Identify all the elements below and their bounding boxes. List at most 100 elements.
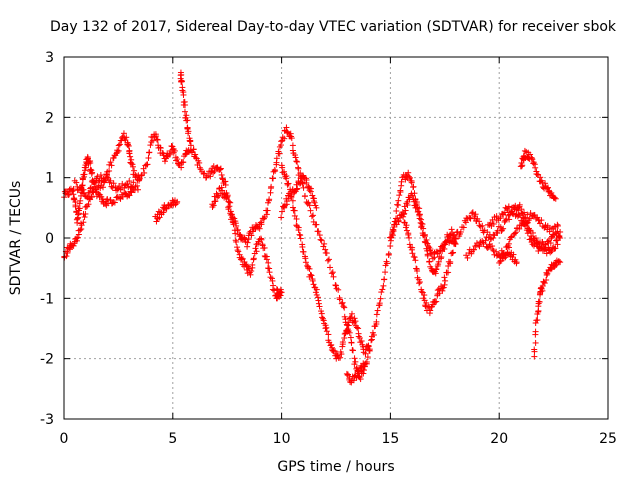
data-point <box>315 300 322 307</box>
data-point <box>408 179 415 186</box>
ticks-layer: 0 5 10 15 20 25 -3 -2 -1 0 1 2 3 <box>40 50 617 447</box>
data-point <box>184 117 191 124</box>
data-point <box>544 184 551 191</box>
data-point <box>64 249 71 256</box>
data-point <box>126 150 133 157</box>
data-point <box>233 238 240 245</box>
data-point <box>188 149 195 156</box>
data-point <box>107 177 114 184</box>
data-point <box>529 229 536 236</box>
data-point <box>268 275 275 282</box>
data-point <box>144 161 151 168</box>
data-point <box>263 256 270 263</box>
data-point <box>322 246 329 253</box>
data-point <box>122 182 129 189</box>
data-point <box>410 183 417 190</box>
data-point <box>125 142 132 149</box>
data-point <box>294 185 301 192</box>
data-point <box>108 183 115 190</box>
data-point <box>413 204 420 211</box>
data-point <box>82 164 89 171</box>
data-point <box>241 258 248 265</box>
data-point <box>490 220 497 227</box>
data-point <box>140 165 147 172</box>
data-point <box>377 295 384 302</box>
x-tick-label: 0 <box>60 431 69 447</box>
data-point <box>323 328 330 335</box>
data-point <box>295 227 302 234</box>
data-point <box>350 377 357 384</box>
data-point <box>518 206 525 213</box>
data-point <box>464 254 471 261</box>
data-point <box>405 231 412 238</box>
data-point <box>406 234 413 241</box>
data-point <box>160 152 167 159</box>
data-point <box>264 207 271 214</box>
data-point <box>227 199 234 206</box>
data-point <box>534 317 541 324</box>
data-point <box>178 71 185 78</box>
data-point <box>413 266 420 273</box>
data-point <box>299 241 306 248</box>
data-point <box>126 178 133 185</box>
data-point <box>343 328 350 335</box>
data-point <box>468 210 475 217</box>
data-point <box>114 149 121 156</box>
data-point <box>498 227 505 234</box>
data-point <box>289 147 296 154</box>
data-point <box>318 237 325 244</box>
data-point <box>197 166 204 173</box>
data-point <box>330 347 337 354</box>
data-point <box>141 169 148 176</box>
y-tick-label: 0 <box>45 231 54 247</box>
data-point <box>320 243 327 250</box>
data-point <box>552 245 559 252</box>
data-point <box>111 199 118 206</box>
data-point <box>72 202 79 209</box>
data-point <box>522 214 529 221</box>
data-point <box>522 223 529 230</box>
data-point <box>108 162 115 169</box>
data-point <box>305 265 312 272</box>
data-point <box>291 207 298 214</box>
data-point <box>303 177 310 184</box>
data-point <box>81 171 88 178</box>
data-point <box>160 209 167 216</box>
data-point <box>296 180 303 187</box>
data-point <box>196 159 203 166</box>
data-point <box>102 201 109 208</box>
data-point <box>265 259 272 266</box>
data-point <box>85 201 92 208</box>
data-point <box>70 242 77 249</box>
data-point <box>411 254 418 261</box>
data-point <box>185 128 192 135</box>
data-point <box>184 124 191 131</box>
data-point <box>138 172 145 179</box>
data-point <box>218 184 225 191</box>
data-point <box>270 175 277 182</box>
data-point <box>94 173 101 180</box>
data-point <box>532 164 539 171</box>
data-point <box>361 361 368 368</box>
data-point <box>519 162 526 169</box>
data-point <box>306 202 313 209</box>
data-point <box>407 174 414 181</box>
data-point <box>283 175 290 182</box>
data-point <box>126 192 133 199</box>
data-point <box>416 280 423 287</box>
data-point <box>427 307 434 314</box>
data-point <box>547 266 554 273</box>
data-point <box>263 211 270 218</box>
data-point <box>521 209 528 216</box>
data-point <box>500 225 507 232</box>
data-point <box>403 227 410 234</box>
data-point <box>296 231 303 238</box>
data-point <box>506 244 513 251</box>
data-point <box>187 138 194 145</box>
data-point <box>219 187 226 194</box>
data-point <box>80 186 87 193</box>
data-point <box>180 91 187 98</box>
data-point <box>531 346 538 353</box>
data-point <box>551 194 558 201</box>
data-point <box>127 153 134 160</box>
